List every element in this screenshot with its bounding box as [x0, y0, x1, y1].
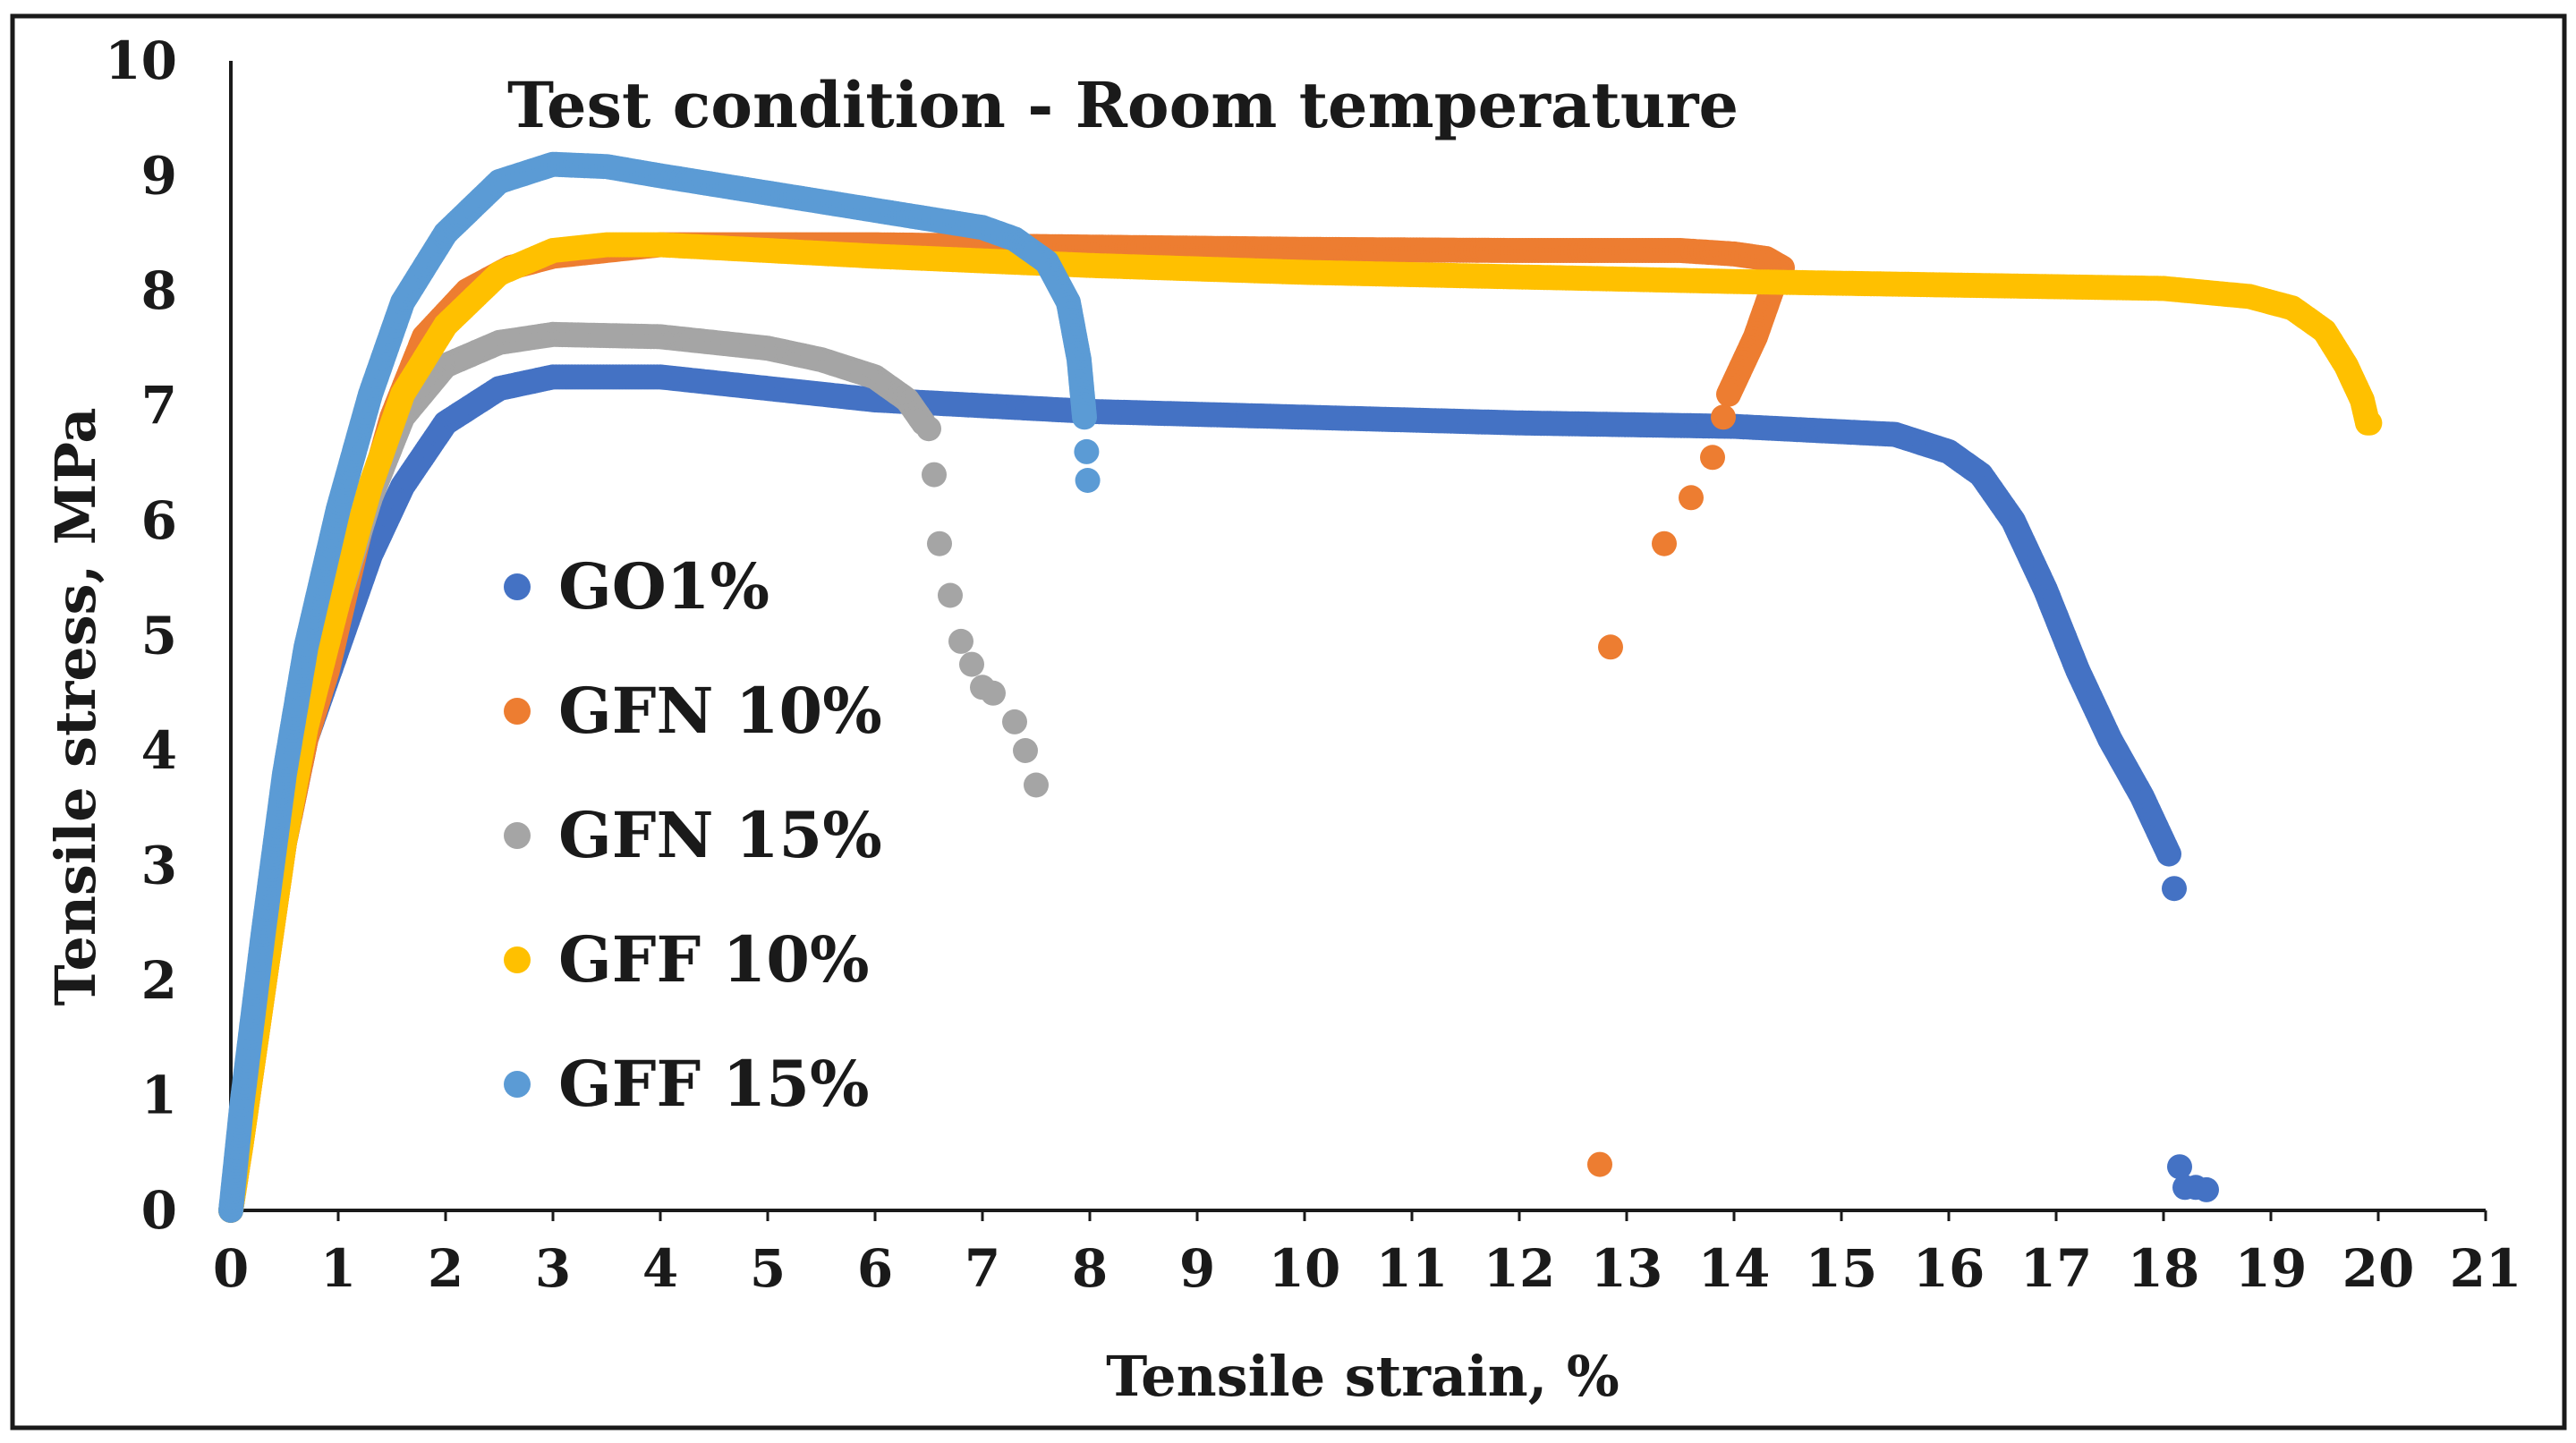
- y-tick-label: 5: [141, 606, 177, 666]
- data-point: [948, 628, 973, 654]
- data-point: [1652, 531, 1677, 556]
- data-point: [959, 651, 984, 677]
- x-tick-label: 6: [857, 1238, 893, 1299]
- x-tick-label: 3: [535, 1238, 571, 1299]
- data-point: [1711, 404, 1736, 430]
- data-point: [2357, 410, 2383, 436]
- data-point: [1013, 738, 1038, 763]
- y-tick-label: 6: [141, 490, 177, 551]
- y-tick-label: 0: [141, 1180, 177, 1241]
- chart-title: Test condition - Room temperature: [507, 68, 1739, 142]
- x-tick-label: 14: [1698, 1238, 1771, 1299]
- data-point: [981, 680, 1006, 706]
- x-tick-label: 20: [2342, 1238, 2415, 1299]
- data-point: [922, 462, 947, 488]
- y-tick-label: 10: [105, 30, 177, 91]
- data-point: [1072, 404, 1097, 430]
- x-tick-label: 1: [320, 1238, 356, 1299]
- data-point: [916, 416, 941, 442]
- y-tick-label: 3: [141, 836, 177, 896]
- y-tick-label: 8: [141, 260, 177, 321]
- y-tick-label: 9: [141, 146, 177, 207]
- data-point: [1002, 709, 1027, 734]
- data-point: [1716, 381, 1741, 407]
- x-axis-title: Tensile strain, %: [1106, 1344, 1620, 1409]
- series-gff-15-: [218, 151, 1101, 1223]
- data-point: [1075, 468, 1101, 493]
- data-point: [2162, 876, 2187, 902]
- data-point: [1679, 485, 1704, 511]
- chart-border: [10, 13, 2567, 1430]
- x-tick-label: 21: [2450, 1238, 2522, 1299]
- legend-marker: [504, 946, 531, 973]
- data-point: [1074, 438, 1100, 464]
- x-tick-label: 10: [1269, 1238, 1341, 1299]
- legend-label: GFF 15%: [558, 1047, 869, 1121]
- x-tick-label: 2: [428, 1238, 463, 1299]
- x-tick-label: 19: [2235, 1238, 2308, 1299]
- x-tick-label: 12: [1484, 1238, 1556, 1299]
- data-point: [2156, 841, 2181, 867]
- axes-layer: 0 1 2 3 4 5 6 7 8 9 10 11 12 13 14 15 16 17 18 19 20 21012345…: [105, 30, 2521, 1299]
- series-layer: [218, 151, 2383, 1223]
- y-tick-label: 4: [141, 720, 177, 781]
- y-tick-label: 1: [141, 1065, 177, 1126]
- x-tick-label: 15: [1806, 1238, 1878, 1299]
- x-tick-label: 11: [1376, 1238, 1449, 1299]
- x-tick-label: 5: [750, 1238, 786, 1299]
- x-tick-label: 13: [1591, 1238, 1663, 1299]
- legend-label: GFN 10%: [558, 674, 882, 748]
- data-point: [2194, 1176, 2219, 1202]
- legend-marker: [504, 822, 531, 849]
- x-tick-label: 16: [1913, 1238, 1985, 1299]
- x-tick-label: 18: [2128, 1238, 2200, 1299]
- x-tick-label: 17: [2020, 1238, 2093, 1299]
- data-point: [1598, 634, 1623, 660]
- data-point: [1587, 1151, 1612, 1177]
- legend-marker: [504, 698, 531, 725]
- legend-marker: [504, 573, 531, 600]
- y-tick-label: 2: [141, 950, 177, 1011]
- legend-marker: [504, 1071, 531, 1098]
- x-tick-label: 9: [1179, 1238, 1215, 1299]
- x-tick-label: 7: [965, 1238, 1000, 1299]
- x-tick-label: 8: [1072, 1238, 1108, 1299]
- legend-label: GO1%: [558, 549, 769, 624]
- legend-label: GFF 10%: [558, 922, 869, 997]
- data-point: [1700, 445, 1725, 471]
- x-tick-label: 0: [213, 1238, 249, 1299]
- data-point: [2167, 1154, 2192, 1180]
- data-point: [938, 582, 963, 608]
- x-tick-label: 4: [642, 1238, 678, 1299]
- legend-label: GFN 15%: [558, 798, 882, 872]
- y-axis-title: Tensile stress, MPa: [43, 408, 108, 1006]
- legend: GO1% GFN 10% GFN 15% GFF 10% GFF 15%: [504, 549, 882, 1121]
- y-tick-label: 7: [141, 376, 177, 437]
- data-point: [1024, 772, 1049, 798]
- data-point: [927, 531, 952, 556]
